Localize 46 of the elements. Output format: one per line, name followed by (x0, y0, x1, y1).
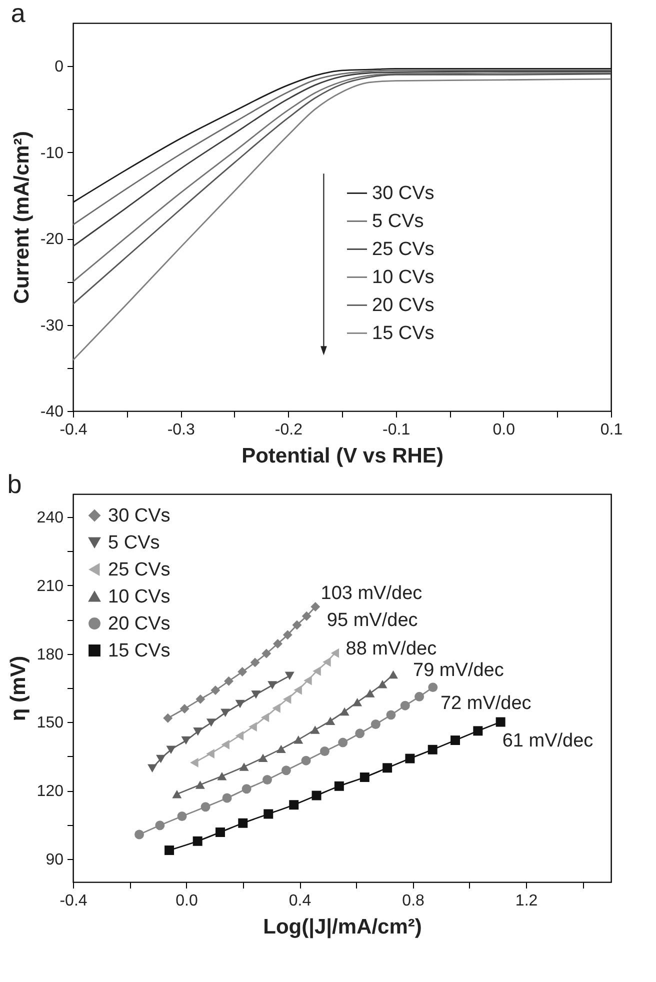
y-tick-label: 90 (46, 852, 64, 869)
legend-label: 10 CVs (108, 586, 170, 608)
legend-label: 15 CVs (372, 323, 434, 344)
x-axis-title: Potential (V vs RHE) (242, 444, 444, 468)
legend-label: 5 CVs (372, 211, 424, 232)
legend-label: 25 CVs (372, 239, 434, 260)
legend-label: 10 CVs (372, 267, 434, 288)
annotation: 95 mV/dec (326, 610, 418, 632)
y-tick-label: -30 (40, 317, 64, 334)
y-tick-label: -10 (40, 144, 64, 162)
y-tick-label: -20 (40, 231, 64, 248)
x-tick-label: 1.2 (515, 892, 538, 910)
x-tick-label: -0.2 (274, 422, 303, 438)
y-tick-label: 120 (36, 783, 64, 800)
legend-label: 30 CVs (108, 506, 170, 526)
chart-title: a (10, 0, 26, 28)
annotation: 72 mV/dec (440, 693, 532, 714)
legend-label: 20 CVs (108, 614, 170, 634)
legend-label: 5 CVs (108, 532, 160, 554)
x-tick-label: 0.1 (600, 422, 623, 438)
annotation: 79 mV/dec (413, 660, 504, 681)
x-tick-label: -0.1 (382, 422, 410, 438)
x-axis-title: Log(|J|/mA/cm²) (263, 916, 422, 938)
y-tick-label: 150 (36, 714, 64, 732)
x-tick-label: 0.0 (176, 892, 198, 910)
y-tick-label: 210 (36, 578, 64, 595)
y-axis-title: η (mV) (6, 656, 30, 722)
annotation: 88 mV/dec (346, 638, 437, 660)
y-tick-label: 0 (54, 58, 64, 76)
chart-title: b (7, 469, 22, 499)
y-tick-label: -40 (40, 404, 64, 420)
x-tick-label: -0.3 (167, 422, 195, 438)
y-tick-label: 180 (36, 646, 64, 664)
y-tick-label: 240 (36, 509, 64, 526)
annotation: 103 mV/dec (320, 582, 422, 604)
x-tick-label: -0.4 (60, 422, 88, 438)
annotation: 61 mV/dec (502, 730, 594, 752)
y-axis-title: Current (mA/cm²) (10, 131, 34, 304)
x-tick-label: 0.4 (288, 892, 312, 910)
legend-label: 20 CVs (372, 295, 434, 316)
x-tick-label: 0.0 (492, 422, 516, 438)
legend-label: 25 CVs (108, 560, 170, 580)
legend-label: 15 CVs (108, 640, 170, 662)
legend-label: 30 CVs (372, 183, 434, 204)
x-tick-label: 0.8 (402, 892, 425, 910)
x-tick-label: -0.4 (60, 892, 88, 910)
